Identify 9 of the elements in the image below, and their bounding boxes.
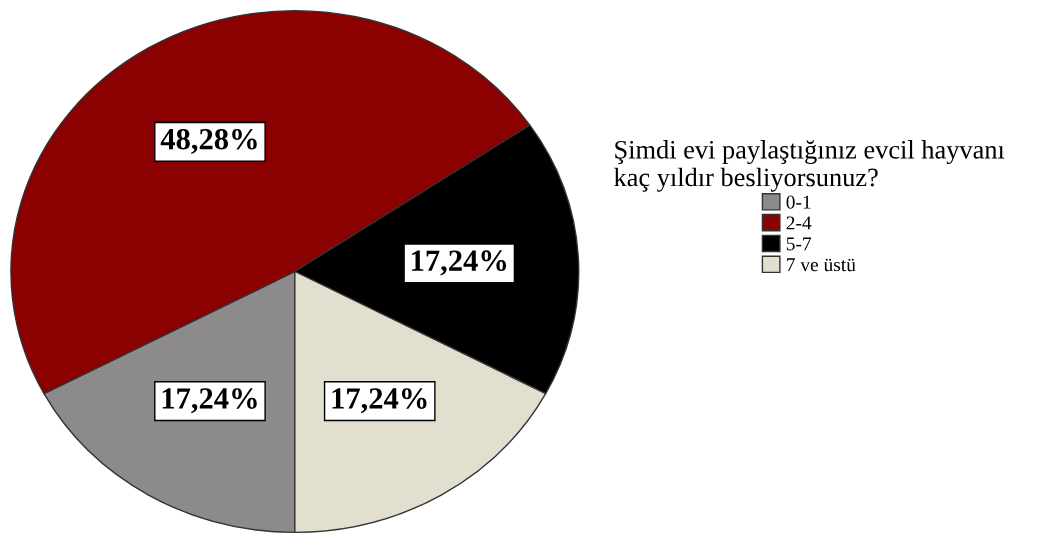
- legend-label: 0-1: [786, 195, 811, 209]
- legend-label: 7 ve üstü: [787, 258, 856, 272]
- data-label: 17,24%: [162, 388, 257, 414]
- legend-title: Şimdi evi paylaştığınız evcil hayvanı kaç yıldır besliyorsunuz?: [614, 140, 1005, 192]
- data-label: 48,28%: [160, 128, 257, 154]
- legend-label: 2-4: [786, 216, 812, 230]
- legend-label: 5-7: [786, 237, 812, 251]
- data-label: 17,24%: [332, 388, 427, 414]
- data-label: 17,24%: [412, 250, 507, 276]
